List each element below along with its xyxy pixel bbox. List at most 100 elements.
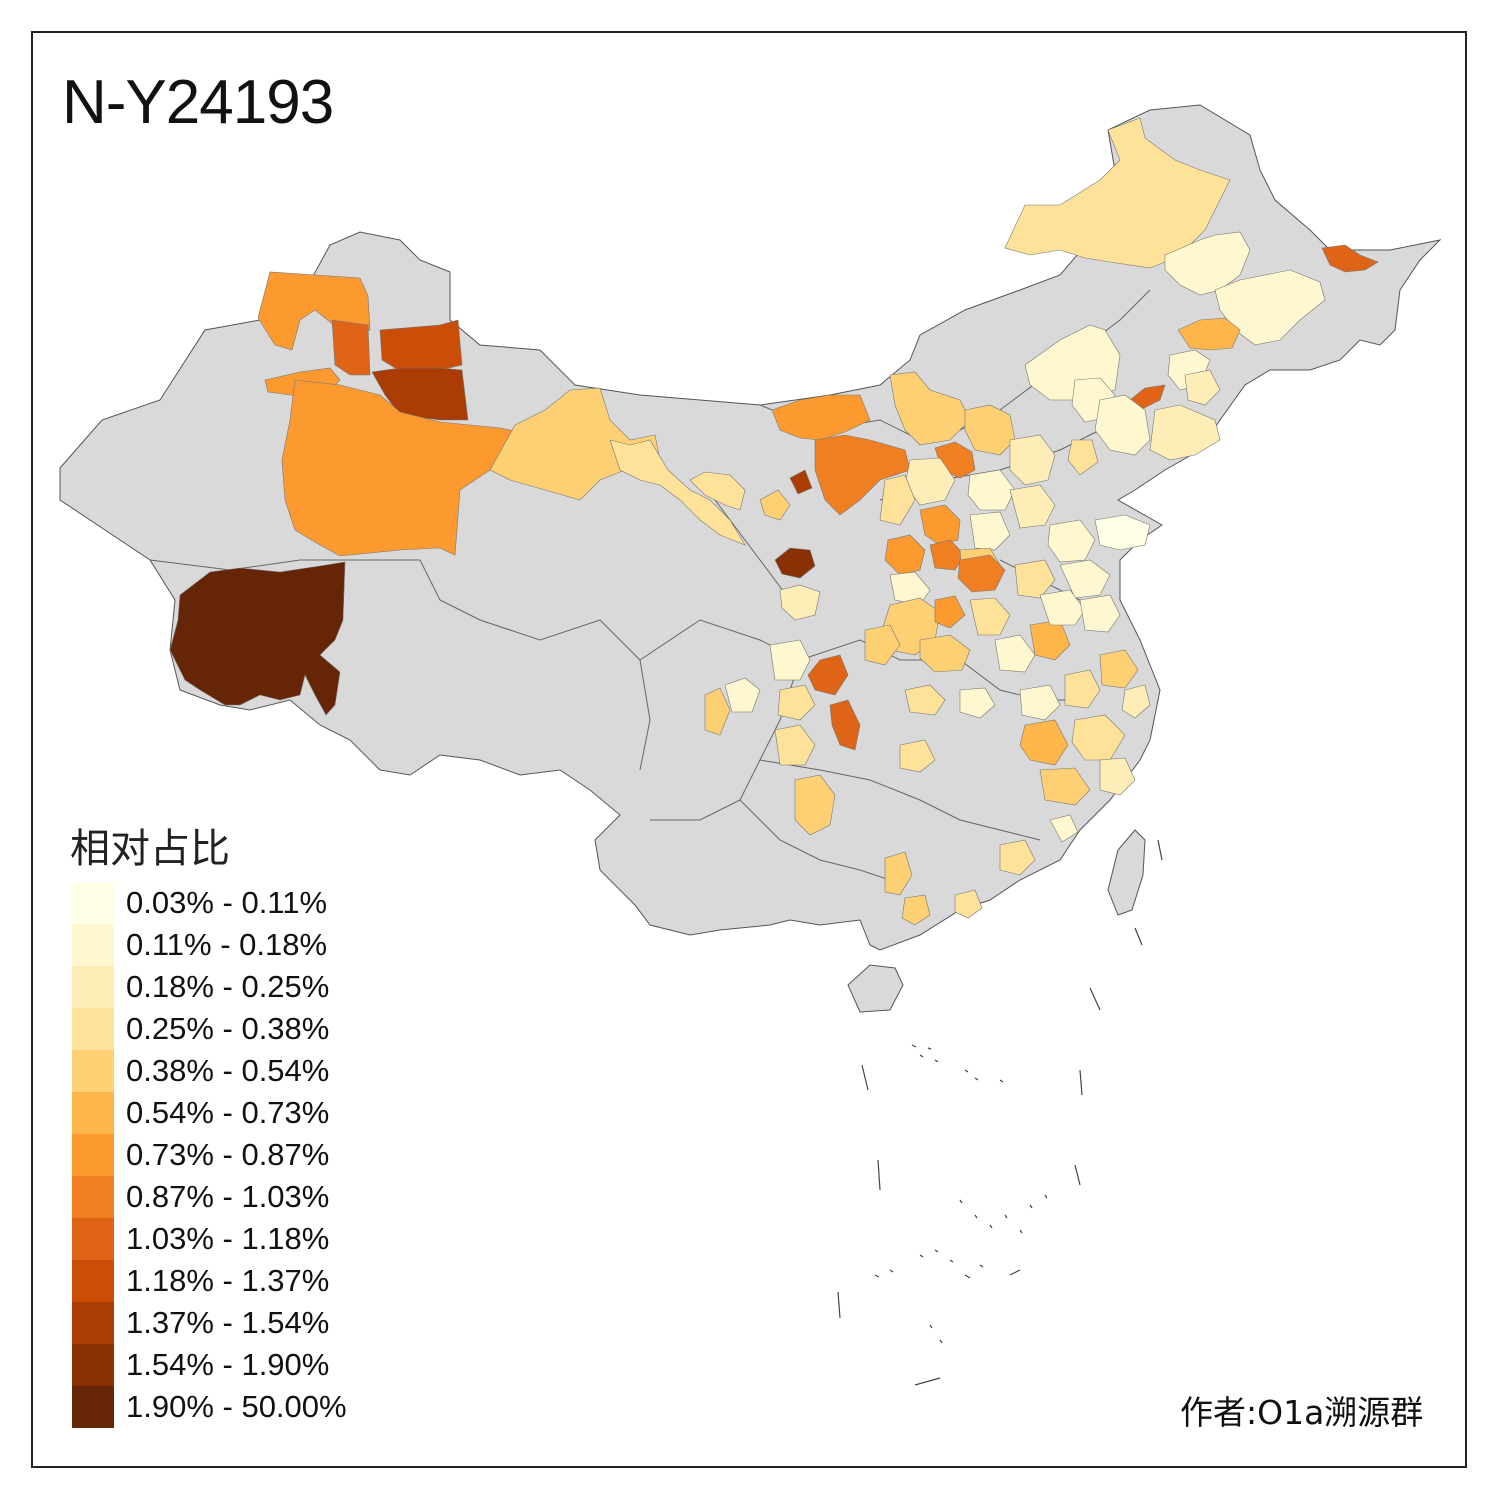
island-cluster-1 <box>911 1044 939 1063</box>
region-hb-wuhan <box>959 687 996 719</box>
region-hn-nanyang <box>919 634 971 673</box>
nine-dash-8 <box>1089 987 1101 1011</box>
region-ln-jinzhou <box>1067 439 1099 476</box>
island-cluster-4 <box>919 1249 984 1279</box>
boundary-sichuan <box>639 619 801 821</box>
region-xj-bayingol <box>281 379 521 557</box>
author-credit: 作者:O1a溯源群 <box>1180 1393 1424 1432</box>
region-ln-dalian <box>1149 404 1221 461</box>
region-sc-guangyuan <box>769 639 811 681</box>
region-sc-yibin <box>794 774 836 836</box>
nine-dash-3 <box>837 1291 841 1319</box>
region-sc-west <box>704 687 731 736</box>
region-hn-yueyang <box>899 739 936 773</box>
region-ah-south <box>1019 684 1061 721</box>
region-hn-pingdingshan <box>934 595 966 629</box>
boundary-yunnan-guangxi <box>739 799 891 881</box>
legend-swatch <box>72 1134 114 1176</box>
legend-label: 0.38% - 0.54% <box>126 1053 330 1088</box>
region-js-suzhou <box>1121 684 1151 719</box>
nine-dash-7 <box>1079 1069 1083 1096</box>
region-cq-chongqing <box>829 699 861 751</box>
nine-dash-9 <box>1134 927 1143 946</box>
taiwan-island <box>1107 829 1146 916</box>
legend-item: 1.54% - 1.90% <box>72 1344 347 1386</box>
region-hlj-qiqihar <box>1164 231 1251 296</box>
region-sd-qingdao <box>1094 514 1151 551</box>
hainan-island <box>847 964 904 1013</box>
boundary-qinghai-tibet <box>599 619 651 771</box>
region-zj-wenzhou <box>1099 757 1136 796</box>
legend-swatch <box>72 1008 114 1050</box>
legend-item: 0.25% - 0.38% <box>72 1008 347 1050</box>
region-js-nanjing <box>1099 649 1139 689</box>
legend-label: 0.11% - 0.18% <box>126 927 328 962</box>
region-gs-east <box>779 584 821 621</box>
legend: 0.03% - 0.11% 0.11% - 0.18% 0.18% - 0.25… <box>72 882 347 1428</box>
legend-label: 0.25% - 0.38% <box>126 1011 330 1046</box>
nine-dash-1 <box>861 1064 869 1091</box>
region-ln-shenyang <box>1094 394 1151 456</box>
china-mainland <box>59 104 1442 951</box>
region-tibet-ngari <box>169 561 346 716</box>
region-hb-yichang <box>904 684 946 716</box>
legend-label: 1.03% - 1.18% <box>126 1221 330 1256</box>
region-hlj-jiamusi <box>1321 244 1379 273</box>
map-frame <box>31 31 1467 1468</box>
region-gs-jiuquan <box>609 439 746 546</box>
region-gs-zhangye <box>759 489 791 521</box>
region-sc-aba <box>724 677 761 713</box>
legend-item: 0.73% - 0.87% <box>72 1134 347 1176</box>
region-gs-lanzhou <box>774 547 816 579</box>
region-sc-chengdu <box>807 654 849 696</box>
region-gd-west <box>901 894 931 926</box>
region-jx-nanchang <box>1019 719 1069 766</box>
region-sx-linfen <box>884 534 926 576</box>
region-xj-changji <box>379 319 463 371</box>
region-hb-chengde <box>1009 434 1056 486</box>
legend-item: 0.54% - 0.73% <box>72 1092 347 1134</box>
nine-dash-4 <box>914 1377 941 1386</box>
region-gd-meizhou <box>999 839 1036 876</box>
legend-swatch <box>72 1302 114 1344</box>
region-xj-turpan <box>371 367 469 421</box>
region-gs-wuwei <box>689 471 746 511</box>
legend-item: 0.87% - 1.03% <box>72 1176 347 1218</box>
region-hn-zhengzhou <box>957 554 1006 593</box>
legend-label: 0.87% - 1.03% <box>126 1179 330 1214</box>
legend-swatch <box>72 1092 114 1134</box>
region-hb-xiangyang <box>864 624 901 666</box>
region-hb-tangshan <box>967 469 1016 511</box>
nine-dash-5 <box>1009 1269 1021 1276</box>
region-gx-north <box>884 851 913 896</box>
boundary-xinjiang-tibet <box>149 559 601 641</box>
colored-regions <box>169 117 1379 926</box>
region-nm-hulunbuir <box>1004 117 1231 269</box>
region-ah-north <box>1039 589 1086 626</box>
legend-swatch <box>72 1218 114 1260</box>
legend-item: 1.03% - 1.18% <box>72 1218 347 1260</box>
region-hlj-daqing <box>1177 317 1241 351</box>
region-nx-yinchuan <box>789 469 813 495</box>
legend-swatch <box>72 1176 114 1218</box>
region-jx-ganzhou <box>1039 767 1091 806</box>
region-hn-zhumadian <box>969 597 1011 636</box>
legend-swatch <box>72 924 114 966</box>
region-hn-xinyang <box>994 634 1036 673</box>
legend-swatch <box>72 966 114 1008</box>
region-fj-fuzhou <box>1049 814 1079 843</box>
legend-item: 1.37% - 1.54% <box>72 1302 347 1344</box>
legend-item: 1.18% - 1.37% <box>72 1260 347 1302</box>
legend-item: 0.18% - 0.25% <box>72 966 347 1008</box>
region-nm-ordos <box>814 434 911 516</box>
region-jl-jilin <box>1184 369 1221 406</box>
legend-label: 0.73% - 0.87% <box>126 1137 330 1172</box>
region-js-xuzhou <box>1079 594 1121 633</box>
legend-label: 0.18% - 0.25% <box>126 969 330 1004</box>
legend-item: 0.38% - 0.54% <box>72 1050 347 1092</box>
legend-label: 1.18% - 1.37% <box>126 1263 330 1298</box>
region-sc-mianyang <box>777 684 816 721</box>
legend-swatch <box>72 1344 114 1386</box>
nine-dash-2 <box>877 1159 881 1191</box>
